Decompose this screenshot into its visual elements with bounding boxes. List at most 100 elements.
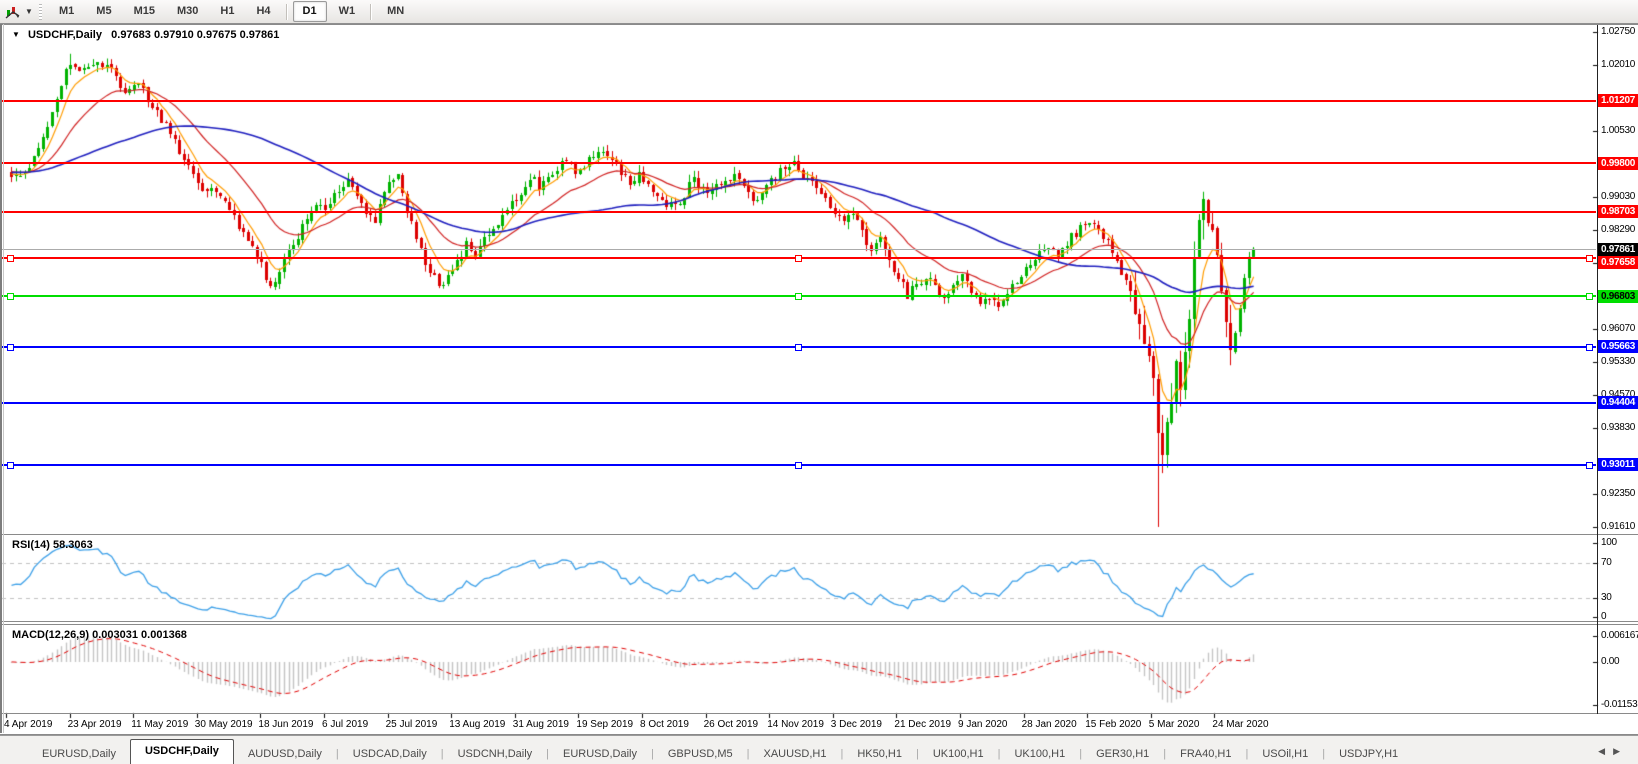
toolbar: ▼ M1 M5 M15 M30 H1 H4 D1 W1 MN [0, 0, 1638, 24]
line-handle[interactable] [7, 293, 14, 300]
date-label: 15 Feb 2020 [1085, 719, 1142, 730]
tab-GER30-H1[interactable]: GER30,H1 [1096, 748, 1150, 760]
line-handle[interactable] [795, 462, 802, 469]
line-handle[interactable] [795, 293, 802, 300]
date-label: 30 May 2019 [194, 719, 253, 730]
hline-0.94404[interactable] [2, 402, 1596, 404]
line-handle[interactable] [7, 462, 14, 469]
price-tick-label: 0.98290 [1601, 224, 1636, 235]
date-label: 23 Apr 2019 [67, 719, 122, 730]
line-handle[interactable] [1586, 255, 1593, 262]
date-label: 8 Oct 2019 [640, 719, 689, 730]
tab-UK100-H1[interactable]: UK100,H1 [932, 748, 984, 760]
rsi-panel-divider[interactable] [0, 534, 1638, 535]
toolbar-separator [370, 3, 373, 20]
tab-separator: | [1079, 748, 1083, 760]
price-tick-label: 0.91610 [1601, 521, 1636, 532]
rsi-label: RSI(14) 58.3063 [12, 539, 93, 551]
rsi-scale-label: 100 [1601, 537, 1617, 548]
price-badge-0.93011: 0.93011 [1598, 458, 1638, 471]
macd-panel-divider[interactable] [0, 621, 1638, 622]
tab-separator: | [650, 748, 654, 760]
tab-USDCAD-Daily[interactable]: USDCAD,Daily [352, 748, 427, 760]
ohlc-values: 0.97683 0.97910 0.97675 0.97861 [111, 29, 280, 41]
tab-separator: | [997, 748, 1001, 760]
tab-USDCHF-Daily[interactable]: USDCHF,Daily [129, 739, 234, 764]
macd-scale-label: -0.01153 [1601, 699, 1638, 710]
line-handle[interactable] [1586, 344, 1593, 351]
hline-0.99800[interactable] [2, 162, 1596, 164]
tab-FRA40-H1[interactable]: FRA40,H1 [1180, 748, 1232, 760]
date-label: 19 Sep 2019 [576, 719, 634, 730]
toolbar-separator [285, 3, 288, 20]
line-handle[interactable] [1586, 462, 1593, 469]
tab-separator: | [1245, 748, 1249, 760]
tab-separator: | [1322, 748, 1326, 760]
timeframe-button-H4[interactable]: H4 [256, 5, 271, 17]
tab-scroll-arrows[interactable]: ◀▶ [1598, 746, 1628, 756]
tab-AUDUSD-Daily[interactable]: AUDUSD,Daily [247, 748, 322, 760]
window-bottom-border [0, 734, 1638, 735]
tab-EURUSD-Daily[interactable]: EURUSD,Daily [42, 748, 116, 760]
symbol-period-label: USDCHF,Daily [27, 29, 102, 41]
date-label: 11 May 2019 [131, 719, 189, 730]
charts-indicator-icon[interactable] [3, 3, 23, 21]
tab-USDJPY-H1[interactable]: USDJPY,H1 [1339, 748, 1399, 760]
tab-USDCNH-Daily[interactable]: USDCNH,Daily [457, 748, 533, 760]
date-label: 13 Aug 2019 [449, 719, 506, 730]
date-label: 9 Jan 2020 [958, 719, 1008, 730]
symbol-dropdown-caret[interactable]: ▼ [12, 30, 20, 39]
price-tick-label: 0.95330 [1601, 356, 1636, 367]
timeframe-button-H1[interactable]: H1 [220, 5, 235, 17]
rsi-scale-label: 70 [1601, 557, 1612, 568]
line-handle[interactable] [795, 344, 802, 351]
line-handle[interactable] [7, 255, 14, 262]
tab-GBPUSD-M5[interactable]: GBPUSD,M5 [667, 748, 733, 760]
date-label: 26 Oct 2019 [703, 719, 759, 730]
macd-scale-label: 0.00 [1601, 656, 1620, 667]
timeframe-button-M30[interactable]: M30 [176, 5, 199, 17]
price-tick-label: 0.93830 [1601, 422, 1636, 433]
date-axis-border [0, 713, 1638, 714]
tab-USOil-H1[interactable]: USOil,H1 [1262, 748, 1309, 760]
hline-0.98703[interactable] [2, 211, 1596, 213]
hline-1.01207[interactable] [2, 100, 1596, 102]
timeframe-button-M15[interactable]: M15 [133, 5, 155, 17]
line-handle[interactable] [1586, 293, 1593, 300]
date-label: 6 Jul 2019 [322, 719, 369, 730]
timeframe-button-M1[interactable]: M1 [59, 5, 75, 17]
timeframe-button-M5[interactable]: M5 [96, 5, 112, 17]
tab-HK50-H1[interactable]: HK50,H1 [857, 748, 902, 760]
tab-separator: | [440, 748, 444, 760]
tab-UK100-H1[interactable]: UK100,H1 [1014, 748, 1066, 760]
price-badge-0.96803: 0.96803 [1598, 290, 1638, 303]
rsi-panel-divider-highlight [0, 535, 1638, 536]
chart-type-dropdown-caret[interactable]: ▼ [25, 7, 33, 16]
macd-scale-label: 0.006167 [1601, 630, 1638, 641]
date-label: 28 Jan 2020 [1021, 719, 1077, 730]
timeframe-button-MN[interactable]: MN [387, 5, 405, 17]
tab-separator: | [335, 748, 339, 760]
line-handle[interactable] [7, 344, 14, 351]
tab-separator: | [840, 748, 844, 760]
window-left-edge-highlight [3, 24, 4, 733]
tab-separator: | [915, 748, 919, 760]
price-axis-line [1597, 25, 1598, 714]
macd-main-value: 0.003031 [92, 629, 138, 641]
rsi-value: 58.3063 [52, 539, 93, 551]
tab-EURUSD-Daily[interactable]: EURUSD,Daily [563, 748, 637, 760]
symbol-tabs: EURUSD,Daily USDCHF,Daily AUDUSD,Daily | USD… [28, 739, 1412, 764]
toolbar-grip[interactable] [39, 3, 42, 20]
line-handle[interactable] [795, 255, 802, 262]
timeframe-button-W1[interactable]: W1 [338, 5, 356, 17]
price-tick-label: 0.96070 [1601, 323, 1636, 334]
chart-title: ▼ USDCHF,Daily 0.97683 0.97910 0.97675 0… [12, 29, 279, 41]
timeframe-button-D1[interactable]: D1 [292, 1, 327, 22]
price-tick-label: 1.00530 [1601, 125, 1636, 136]
price-tick-label: 0.99030 [1601, 191, 1636, 202]
symbol-tabbar: EURUSD,Daily USDCHF,Daily AUDUSD,Daily | USD… [0, 735, 1638, 764]
price-badge-0.97658: 0.97658 [1598, 256, 1638, 269]
tab-XAUUSD-H1[interactable]: XAUUSD,H1 [763, 748, 827, 760]
